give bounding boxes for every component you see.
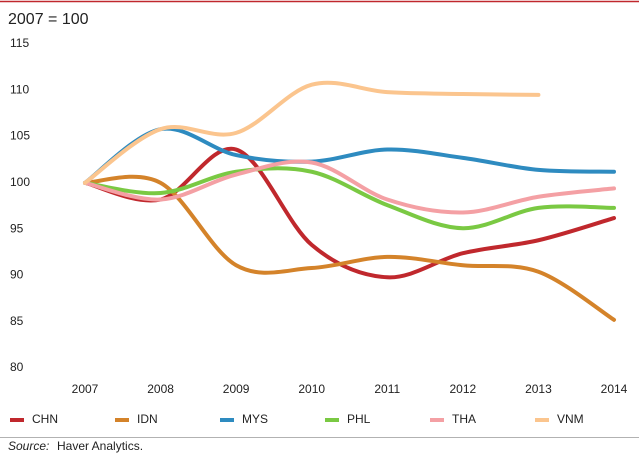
y-tick-label: 105 (10, 129, 30, 143)
line-series (83, 80, 541, 185)
legend-label: IDN (137, 412, 158, 426)
line-series (83, 159, 616, 215)
line-series (83, 174, 616, 322)
legend-label: CHN (32, 412, 58, 426)
y-tick-label: 110 (10, 82, 29, 96)
y-tick-label: 85 (10, 314, 24, 328)
legend-label: VNM (557, 412, 584, 426)
x-tick-label: 2011 (374, 382, 400, 396)
line-series (83, 126, 616, 185)
chart-subtitle: 2007 = 100 (8, 11, 89, 28)
legend-label: THA (452, 412, 476, 426)
y-tick-label: 100 (10, 175, 30, 189)
source: Haver Analytics. (57, 439, 143, 453)
x-tick-label: 2007 (72, 382, 99, 396)
y-tick-label: 90 (10, 268, 24, 282)
legend-label: PHL (347, 412, 371, 426)
y-tick-label: 115 (10, 36, 29, 50)
y-tick-label: 95 (10, 221, 24, 235)
y-tick-label: 80 (10, 360, 24, 374)
source-label: Source: (8, 439, 49, 453)
x-tick-label: 2014 (601, 382, 628, 396)
x-tick-label: 2012 (450, 382, 477, 396)
line-series (83, 146, 616, 280)
x-tick-label: 2010 (298, 382, 325, 396)
legend-label: MYS (242, 412, 268, 426)
x-tick-label: 2013 (525, 382, 552, 396)
x-tick-label: 2009 (223, 382, 250, 396)
x-tick-label: 2008 (147, 382, 174, 396)
line-series (83, 166, 616, 231)
